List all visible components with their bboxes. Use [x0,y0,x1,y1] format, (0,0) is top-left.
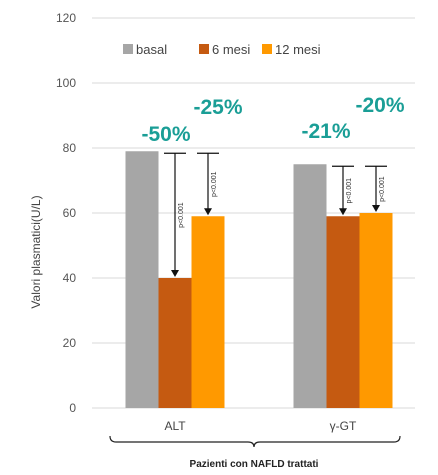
legend-swatch [199,44,209,54]
y-tick-label: 0 [69,401,76,415]
percent-change-label: -25% [193,96,242,119]
bars [125,151,393,408]
y-tick-label: 60 [63,206,77,220]
bar [191,216,225,408]
category-label: γ-GT [330,419,357,433]
arrow-head [171,270,179,277]
bar [125,151,159,408]
bar [359,213,393,408]
change-arrows [164,152,387,277]
y-tick-labels: 0 20 40 60 80 100 120 [56,11,76,415]
x-axis-label: Pazienti con NAFLD trattati [190,459,319,470]
percent-change-label: -20% [355,94,404,117]
p-value-label: p<0.001 [178,202,185,228]
arrow-head [204,208,212,216]
percent-change-label: -21% [301,120,350,143]
p-value-label: p<0.001 [379,176,386,202]
legend-label: 12 mesi [275,42,321,57]
percent-change-label: -50% [141,123,190,146]
y-tick-label: 100 [56,76,76,90]
p-value-label: p<0.001 [211,171,218,197]
p-value-labels: p<0.001 p<0.001 p<0.001 p<0.001 [178,171,386,227]
category-label: ALT [164,419,186,433]
p-value-label: p<0.001 [346,178,353,204]
legend-label: basal [136,42,167,57]
y-tick-label: 40 [63,271,77,285]
x-axis-bracket [109,435,401,448]
legend-label: 6 mesi [212,42,250,57]
bar [293,164,327,408]
bar [158,278,192,408]
percent-change-labels: -50%-25% -21%-20% [141,94,404,146]
arrow-head [339,208,347,216]
y-tick-label: 120 [56,11,76,25]
legend-swatch [262,44,272,54]
arrow-head [372,205,380,212]
legend-swatch [123,44,133,54]
y-tick-label: 20 [63,336,77,350]
y-tick-label: 80 [63,141,77,155]
category-labels: ALT γ-GT [164,419,357,433]
y-axis-label: Valori plasmatici(U/L) [29,195,43,308]
bar [326,216,360,408]
legend: basal 6 mesi 12 mesi [123,42,321,57]
